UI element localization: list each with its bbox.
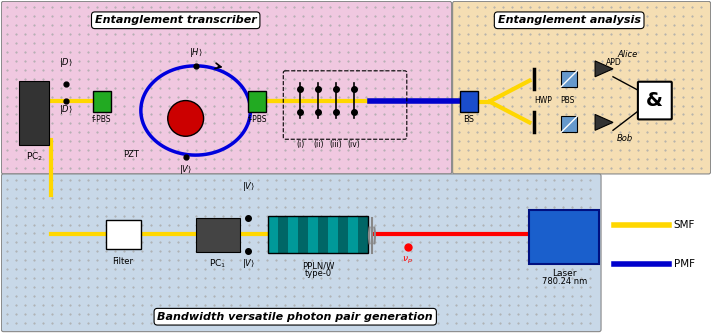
- Text: Filter: Filter: [112, 257, 133, 266]
- Text: $|V\rangle$: $|V\rangle$: [242, 257, 255, 270]
- Bar: [348, 216, 358, 253]
- Text: Bob: Bob: [617, 134, 633, 143]
- Bar: [196, 218, 241, 252]
- Bar: [459, 91, 478, 113]
- Text: (i): (i): [296, 140, 304, 149]
- FancyBboxPatch shape: [453, 1, 711, 174]
- Bar: [561, 117, 577, 132]
- Text: PMF: PMF: [674, 259, 695, 269]
- Bar: [529, 210, 599, 264]
- Text: (iii): (iii): [330, 140, 342, 149]
- Text: Laser: Laser: [552, 269, 577, 278]
- Text: APD: APD: [606, 58, 622, 68]
- Bar: [338, 216, 348, 253]
- Bar: [268, 216, 278, 253]
- Text: Entanglement transcriber: Entanglement transcriber: [95, 15, 256, 25]
- Text: (ii): (ii): [313, 140, 323, 149]
- Text: $|V\rangle$: $|V\rangle$: [242, 180, 255, 193]
- Bar: [268, 216, 368, 253]
- Bar: [248, 91, 266, 113]
- Text: $|V\rangle$: $|V\rangle$: [179, 163, 192, 176]
- Bar: [308, 216, 318, 253]
- Text: Entanglement analysis: Entanglement analysis: [498, 15, 641, 25]
- Text: PZT: PZT: [123, 150, 139, 159]
- FancyBboxPatch shape: [1, 174, 601, 332]
- Text: SMF: SMF: [674, 219, 695, 229]
- Text: $\mathrm{PC}_2$: $\mathrm{PC}_2$: [26, 150, 43, 163]
- Text: PPLN/W: PPLN/W: [302, 261, 335, 270]
- Text: $\mathrm{PC}_1$: $\mathrm{PC}_1$: [209, 257, 226, 270]
- Bar: [328, 216, 338, 253]
- Polygon shape: [595, 61, 613, 77]
- Text: &: &: [646, 91, 664, 110]
- Bar: [278, 216, 288, 253]
- Text: f-PBS: f-PBS: [93, 116, 112, 124]
- Text: $|D\rangle$: $|D\rangle$: [59, 56, 73, 69]
- Bar: [106, 219, 141, 249]
- Bar: [19, 81, 49, 145]
- Bar: [288, 216, 298, 253]
- Text: $|H\rangle$: $|H\rangle$: [189, 46, 202, 59]
- Bar: [298, 216, 308, 253]
- Text: Bandwidth versatile photon pair generation: Bandwidth versatile photon pair generati…: [157, 312, 433, 322]
- Text: type-0: type-0: [305, 269, 332, 278]
- Text: BS: BS: [463, 116, 474, 124]
- Text: $|D\rangle$: $|D\rangle$: [59, 102, 73, 116]
- Text: (iv): (iv): [347, 140, 360, 149]
- Bar: [93, 91, 111, 113]
- Circle shape: [168, 100, 204, 136]
- FancyBboxPatch shape: [638, 82, 671, 119]
- FancyBboxPatch shape: [1, 1, 451, 174]
- Bar: [561, 71, 577, 87]
- Bar: [358, 216, 368, 253]
- Text: PBS: PBS: [560, 96, 575, 105]
- Bar: [318, 216, 328, 253]
- Text: 780.24 nm: 780.24 nm: [542, 277, 587, 286]
- Text: HWP: HWP: [534, 96, 553, 105]
- Polygon shape: [595, 115, 613, 130]
- Text: Alice: Alice: [617, 50, 637, 59]
- Text: f-PBS: f-PBS: [248, 116, 267, 124]
- Text: $\mathit{\nu}_p$: $\mathit{\nu}_p$: [402, 255, 413, 266]
